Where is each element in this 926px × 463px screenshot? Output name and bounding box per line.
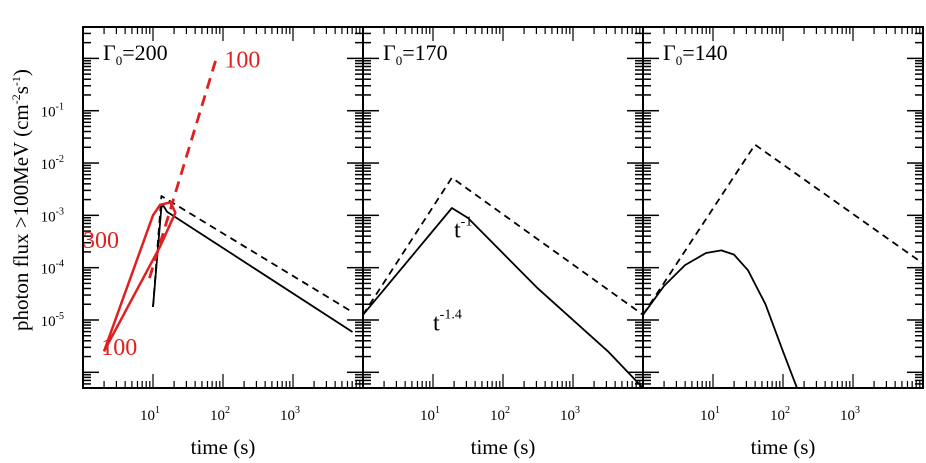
y-tick-label-base: 10 [41,262,56,278]
curve-annotation-text: t [454,217,461,243]
y-axis-label: photon flux >100MeV (cm-2s-1) [9,69,33,331]
series-solid-line [152,205,353,333]
series-solid-line [102,201,177,352]
y-tick-label-exp: -1 [56,102,64,113]
x-tick-label-base: 10 [840,408,855,424]
series-dashed-line [152,195,353,313]
panel-title: Γ0=200 [103,40,168,68]
curve-annotation: t-1 [454,214,472,243]
panel-title-value: =200 [122,40,167,65]
panel-title-subscript: 0 [396,53,403,68]
curve-annotation-exponent: -1 [461,214,473,229]
curve-annotation: 100 [224,47,260,73]
x-tick-label-base: 10 [490,408,505,424]
x-tick-label-base: 10 [420,408,435,424]
y-tick-label-base: 10 [41,157,56,173]
x-tick-label: 101 [140,405,160,424]
x-tick-label-base: 10 [210,408,225,424]
panel-title-gamma: Γ [383,40,396,65]
x-tick-label-base: 10 [140,408,155,424]
x-tick-label-exp: 2 [225,405,230,416]
y-tick-label-exp: -4 [56,259,64,270]
x-axis-label: time (s) [751,435,816,459]
y-tick-label-exp: -3 [56,206,64,217]
curve-annotation-text: t [433,310,440,336]
x-tick-label-base: 10 [280,408,295,424]
x-axis-label: time (s) [191,435,256,459]
x-tick-label: 102 [770,405,790,424]
y-tick-label: 10-5 [41,311,64,330]
series-dashed-line [148,58,218,279]
curve-annotation: t-1.4 [433,307,462,336]
y-tick-label-base: 10 [41,209,56,225]
y-tick-label: 10-4 [41,259,64,278]
curve-annotation-text: 100 [224,47,260,73]
y-tick-label-exp: -2 [56,154,64,165]
curve-annotation-exponent: -1.4 [440,307,462,322]
x-tick-label-exp: 1 [715,405,720,416]
y-tick-label: 10-1 [41,102,64,121]
x-tick-label-exp: 2 [505,405,510,416]
y-axis-label-exp1: -2 [9,94,23,104]
x-tick-label-exp: 1 [435,405,440,416]
series-dashed-line [642,143,924,316]
y-axis-label-text: photon flux >100MeV (cm [9,104,33,331]
panel-title-gamma: Γ [663,40,676,65]
x-tick-label-base: 10 [770,408,785,424]
curve-annotation-text: 100 [101,335,137,361]
x-tick-label-exp: 3 [575,405,580,416]
y-tick-label-base: 10 [41,105,56,121]
series-solid-line [362,207,644,389]
x-tick-label: 101 [700,405,720,424]
panel-title-value: =140 [682,40,727,65]
x-tick-label: 102 [490,405,510,424]
curve-annotation: 300 [83,228,119,254]
panel-frame [82,26,364,389]
panels-layer: 101 102 10310-110-210-310-410-5Γ0=200time … [41,26,924,459]
curve-annotation-text: 300 [83,228,119,254]
panel-title: Γ0=170 [383,40,448,68]
x-tick-label-base: 10 [560,408,575,424]
x-tick-label: 103 [560,405,580,424]
series-dashed-line [362,176,644,316]
y-tick-label: 10-2 [41,154,64,173]
x-axis-label: time (s) [471,435,536,459]
y-axis-label-s: s [9,86,33,94]
x-tick-label-exp: 1 [155,405,160,416]
curve-annotation: 100 [101,335,137,361]
x-tick-label: 102 [210,405,230,424]
x-tick-label: 101 [420,405,440,424]
x-tick-label: 103 [280,405,300,424]
y-tick-label-base: 10 [41,314,56,330]
x-tick-label-base: 10 [700,408,715,424]
panel-frame [642,26,924,389]
y-tick-label: 10-3 [41,206,64,225]
y-tick-label-exp: -5 [56,311,64,322]
y-axis-label-exp2: -1 [9,76,23,86]
x-tick-label: 103 [840,405,860,424]
chart-panel-1: 101 102 10310-110-210-310-410-5Γ0=200time … [41,26,364,459]
y-axis-label-close: ) [9,69,33,76]
panel-title-subscript: 0 [116,53,123,68]
x-tick-label-exp: 3 [295,405,300,416]
panel-title-gamma: Γ [103,40,116,65]
x-tick-label-exp: 2 [785,405,790,416]
panel-frame [362,26,644,389]
x-tick-label-exp: 3 [855,405,860,416]
panel-title-subscript: 0 [676,53,683,68]
panel-title: Γ0=140 [663,40,728,68]
panel-title-value: =170 [402,40,447,65]
series-solid-line [642,249,798,389]
